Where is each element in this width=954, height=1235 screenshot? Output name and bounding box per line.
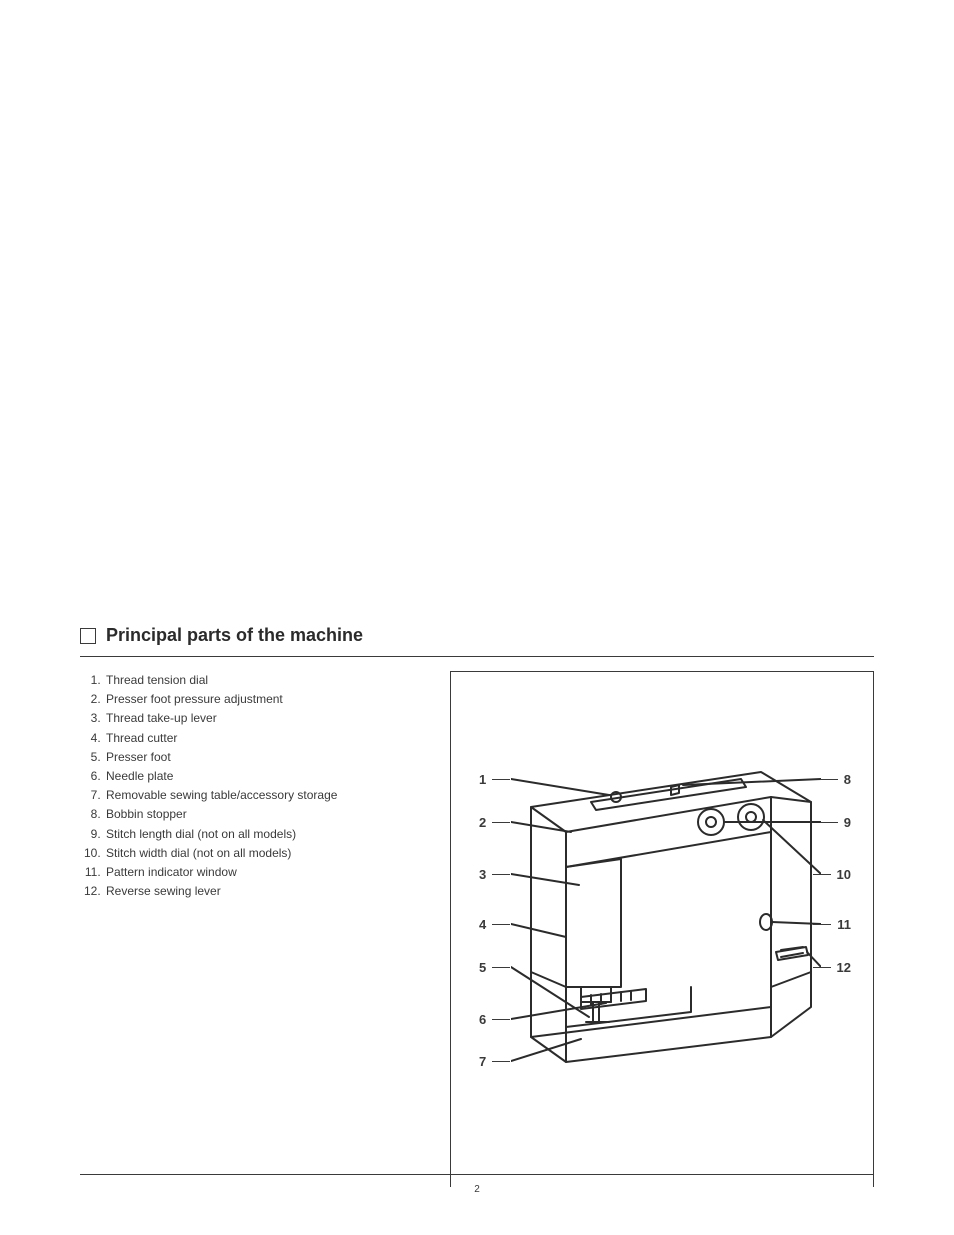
callout-left: 2	[479, 815, 510, 830]
callout-left: 3	[479, 867, 510, 882]
callout-left: 5	[479, 960, 510, 975]
callout-right: 11	[813, 917, 851, 932]
parts-list-item: Presser foot	[104, 748, 440, 767]
callout-left: 7	[479, 1054, 510, 1069]
figure-column: 123456789101112	[450, 671, 874, 1187]
callout-right: 8	[820, 772, 851, 787]
heading-underline	[80, 656, 874, 657]
parts-list-item: Reverse sewing lever	[104, 882, 440, 901]
parts-list-column: Thread tension dialPresser foot pressure…	[80, 671, 440, 1187]
heading-text: Principal parts of the machine	[106, 625, 363, 646]
sewing-machine-illustration	[511, 737, 821, 1087]
callout-left: 6	[479, 1012, 510, 1027]
page-number: 2	[0, 1184, 954, 1195]
callout-left: 1	[479, 772, 510, 787]
callout-right: 9	[820, 815, 851, 830]
heading-checkbox-icon	[80, 628, 96, 644]
parts-list-item: Presser foot pressure adjustment	[104, 690, 440, 709]
parts-list-item: Thread take-up lever	[104, 709, 440, 728]
parts-list-item: Thread tension dial	[104, 671, 440, 690]
section-heading: Principal parts of the machine	[80, 625, 874, 646]
callout-right: 12	[813, 960, 851, 975]
parts-list-item: Needle plate	[104, 767, 440, 786]
content-block: Principal parts of the machine Thread te…	[80, 625, 874, 1187]
callout-right: 10	[813, 867, 851, 882]
parts-list-item: Removable sewing table/accessory storage	[104, 786, 440, 805]
figure-box: 123456789101112	[450, 671, 874, 1187]
parts-list-item: Thread cutter	[104, 729, 440, 748]
parts-list-item: Pattern indicator window	[104, 863, 440, 882]
footer-rule	[80, 1174, 874, 1175]
parts-list-item: Stitch length dial (not on all models)	[104, 825, 440, 844]
parts-list-item: Bobbin stopper	[104, 805, 440, 824]
parts-list: Thread tension dialPresser foot pressure…	[80, 671, 440, 901]
callout-left: 4	[479, 917, 510, 932]
two-column-layout: Thread tension dialPresser foot pressure…	[80, 671, 874, 1187]
parts-list-item: Stitch width dial (not on all models)	[104, 844, 440, 863]
page: Principal parts of the machine Thread te…	[0, 0, 954, 1235]
